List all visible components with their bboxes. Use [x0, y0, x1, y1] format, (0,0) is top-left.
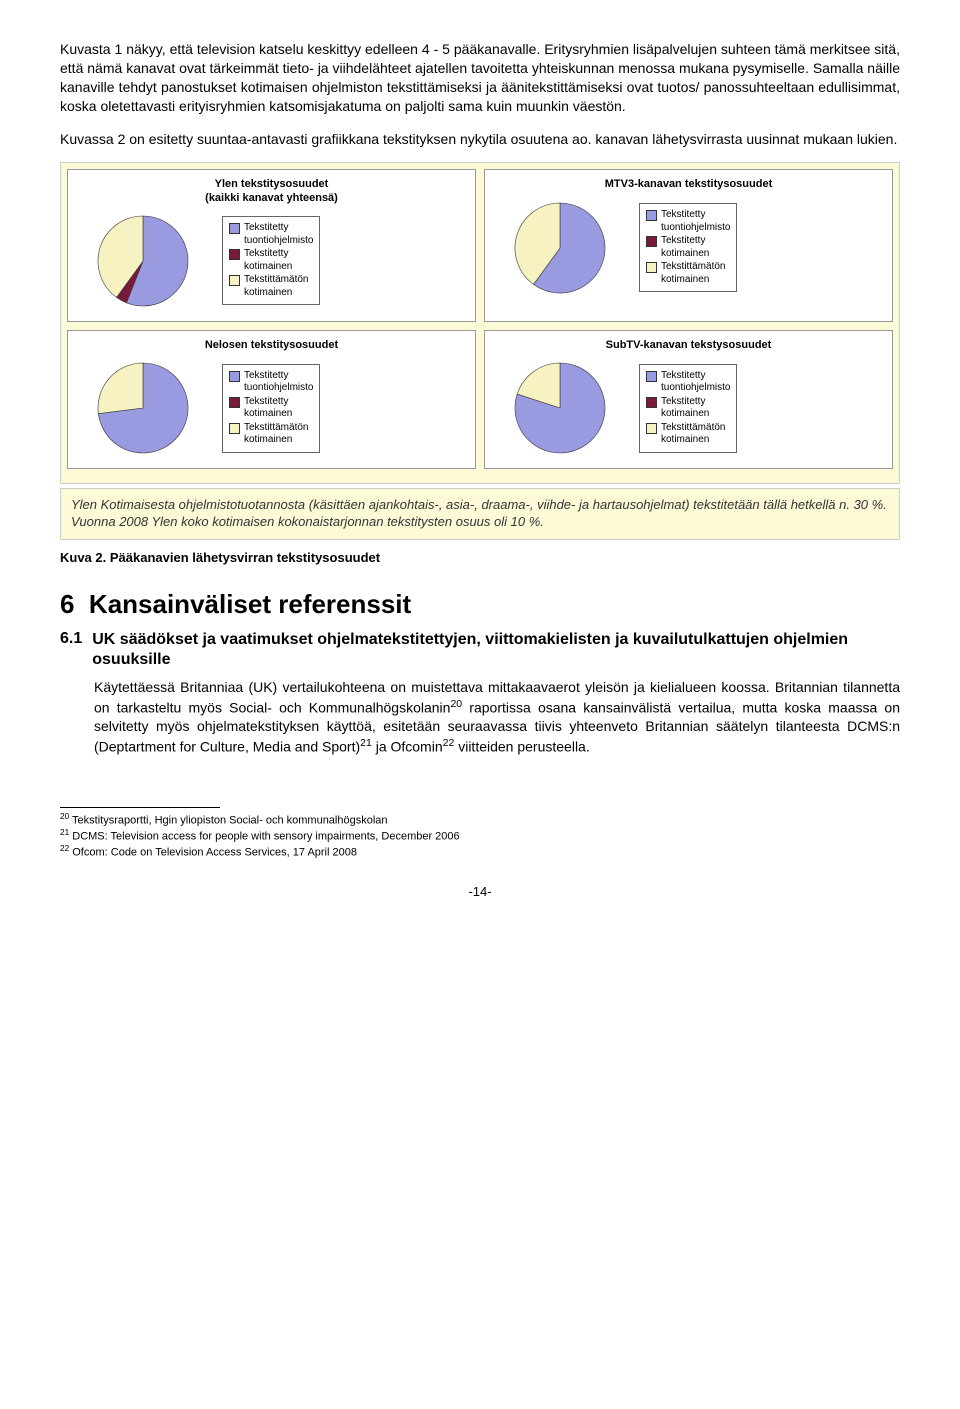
- legend-item: Tekstitettytuontiohjelmisto: [229, 370, 313, 395]
- body-paragraph-1: Kuvasta 1 näkyy, että television katselu…: [60, 40, 900, 116]
- subsection-title: UK säädökset ja vaatimukset ohjelmatekst…: [92, 630, 900, 670]
- pie-nelosen: [78, 358, 208, 458]
- legend-swatch: [229, 371, 240, 382]
- legend-swatch: [646, 262, 657, 273]
- footnote-22: 22 Ofcom: Code on Television Access Serv…: [60, 844, 900, 860]
- legend-label: Tekstittämätönkotimainen: [661, 261, 725, 286]
- legend-label: Tekstitettykotimainen: [661, 235, 709, 260]
- legend-item: Tekstittämätönkotimainen: [229, 274, 313, 299]
- pie-ylen: [78, 211, 208, 311]
- legend-item: Tekstitettytuontiohjelmisto: [229, 222, 313, 247]
- legend-label: Tekstitettytuontiohjelmisto: [244, 222, 313, 247]
- legend-item: Tekstitettytuontiohjelmisto: [646, 370, 730, 395]
- panel-mtv3: MTV3-kanavan tekstitysosuudet Tekstitett…: [484, 169, 893, 321]
- footnote-ref-22: 22: [443, 737, 455, 749]
- section-title: Kansainväliset referenssit: [89, 589, 411, 619]
- figure-2-caption: Kuva 2. Pääkanavien lähetysvirran teksti…: [60, 550, 900, 565]
- legend-item: Tekstitettytuontiohjelmisto: [646, 209, 730, 234]
- panel-nelosen-title: Nelosen tekstitysosuudet: [78, 339, 465, 352]
- legend-swatch: [229, 397, 240, 408]
- panel-subtv: SubTV-kanavan tekstysosuudet Tekstitetty…: [484, 330, 893, 469]
- section-6-heading: 6 Kansainväliset referenssit: [60, 589, 900, 620]
- figure-note: Ylen Kotimaisesta ohjelmistotuotannosta …: [60, 488, 900, 540]
- legend-swatch: [646, 371, 657, 382]
- footnote-21: 21 DCMS: Television access for people wi…: [60, 828, 900, 844]
- legend-label: Tekstitettykotimainen: [244, 248, 292, 273]
- legend-swatch: [229, 275, 240, 286]
- legend-item: Tekstitettykotimainen: [646, 396, 730, 421]
- footnote-rule: [60, 807, 220, 808]
- legend-label: Tekstitettykotimainen: [244, 396, 292, 421]
- legend-nelosen: TekstitettytuontiohjelmistoTekstitettyko…: [222, 364, 320, 453]
- legend-swatch: [229, 223, 240, 234]
- panel-ylen: Ylen tekstitysosuudet(kaikki kanavat yht…: [67, 169, 476, 321]
- legend-swatch: [646, 236, 657, 247]
- legend-label: Tekstittämätönkotimainen: [661, 422, 725, 447]
- panel-nelosen: Nelosen tekstitysosuudet Tekstitettytuon…: [67, 330, 476, 469]
- subsection-number: 6.1: [60, 630, 82, 670]
- legend-item: Tekstittämätönkotimainen: [646, 261, 730, 286]
- legend-item: Tekstittämätönkotimainen: [229, 422, 313, 447]
- panel-ylen-title: Ylen tekstitysosuudet(kaikki kanavat yht…: [78, 178, 465, 204]
- legend-item: Tekstitettykotimainen: [229, 248, 313, 273]
- legend-swatch: [229, 249, 240, 260]
- body-paragraph-3: Käytettäessä Britanniaa (UK) vertailukoh…: [94, 678, 900, 757]
- legend-item: Tekstittämätönkotimainen: [646, 422, 730, 447]
- legend-item: Tekstitettykotimainen: [229, 396, 313, 421]
- legend-label: Tekstittämätönkotimainen: [244, 422, 308, 447]
- legend-item: Tekstitettykotimainen: [646, 235, 730, 260]
- footnote-ref-20: 20: [450, 698, 462, 710]
- figure-2-container: Ylen tekstitysosuudet(kaikki kanavat yht…: [60, 162, 900, 484]
- legend-subtv: TekstitettytuontiohjelmistoTekstitettyko…: [639, 364, 737, 453]
- pie-mtv3: [495, 198, 625, 298]
- legend-label: Tekstitettytuontiohjelmisto: [244, 370, 313, 395]
- legend-ylen: TekstitettytuontiohjelmistoTekstitettyko…: [222, 216, 320, 305]
- footnote-ref-21: 21: [360, 737, 372, 749]
- page-number: -14-: [60, 884, 900, 899]
- footnote-20: 20 Tekstitysraportti, Hgin yliopiston So…: [60, 812, 900, 828]
- body-paragraph-2: Kuvassa 2 on esitetty suuntaa-antavasti …: [60, 130, 900, 149]
- section-number: 6: [60, 589, 74, 619]
- legend-label: Tekstitettytuontiohjelmisto: [661, 209, 730, 234]
- panel-subtv-title: SubTV-kanavan tekstysosuudet: [495, 339, 882, 352]
- legend-label: Tekstitettytuontiohjelmisto: [661, 370, 730, 395]
- legend-swatch: [646, 397, 657, 408]
- legend-label: Tekstittämätönkotimainen: [244, 274, 308, 299]
- legend-swatch: [646, 210, 657, 221]
- pie-subtv: [495, 358, 625, 458]
- legend-label: Tekstitettykotimainen: [661, 396, 709, 421]
- panel-mtv3-title: MTV3-kanavan tekstitysosuudet: [495, 178, 882, 191]
- legend-swatch: [646, 423, 657, 434]
- legend-mtv3: TekstitettytuontiohjelmistoTekstitettyko…: [639, 203, 737, 292]
- legend-swatch: [229, 423, 240, 434]
